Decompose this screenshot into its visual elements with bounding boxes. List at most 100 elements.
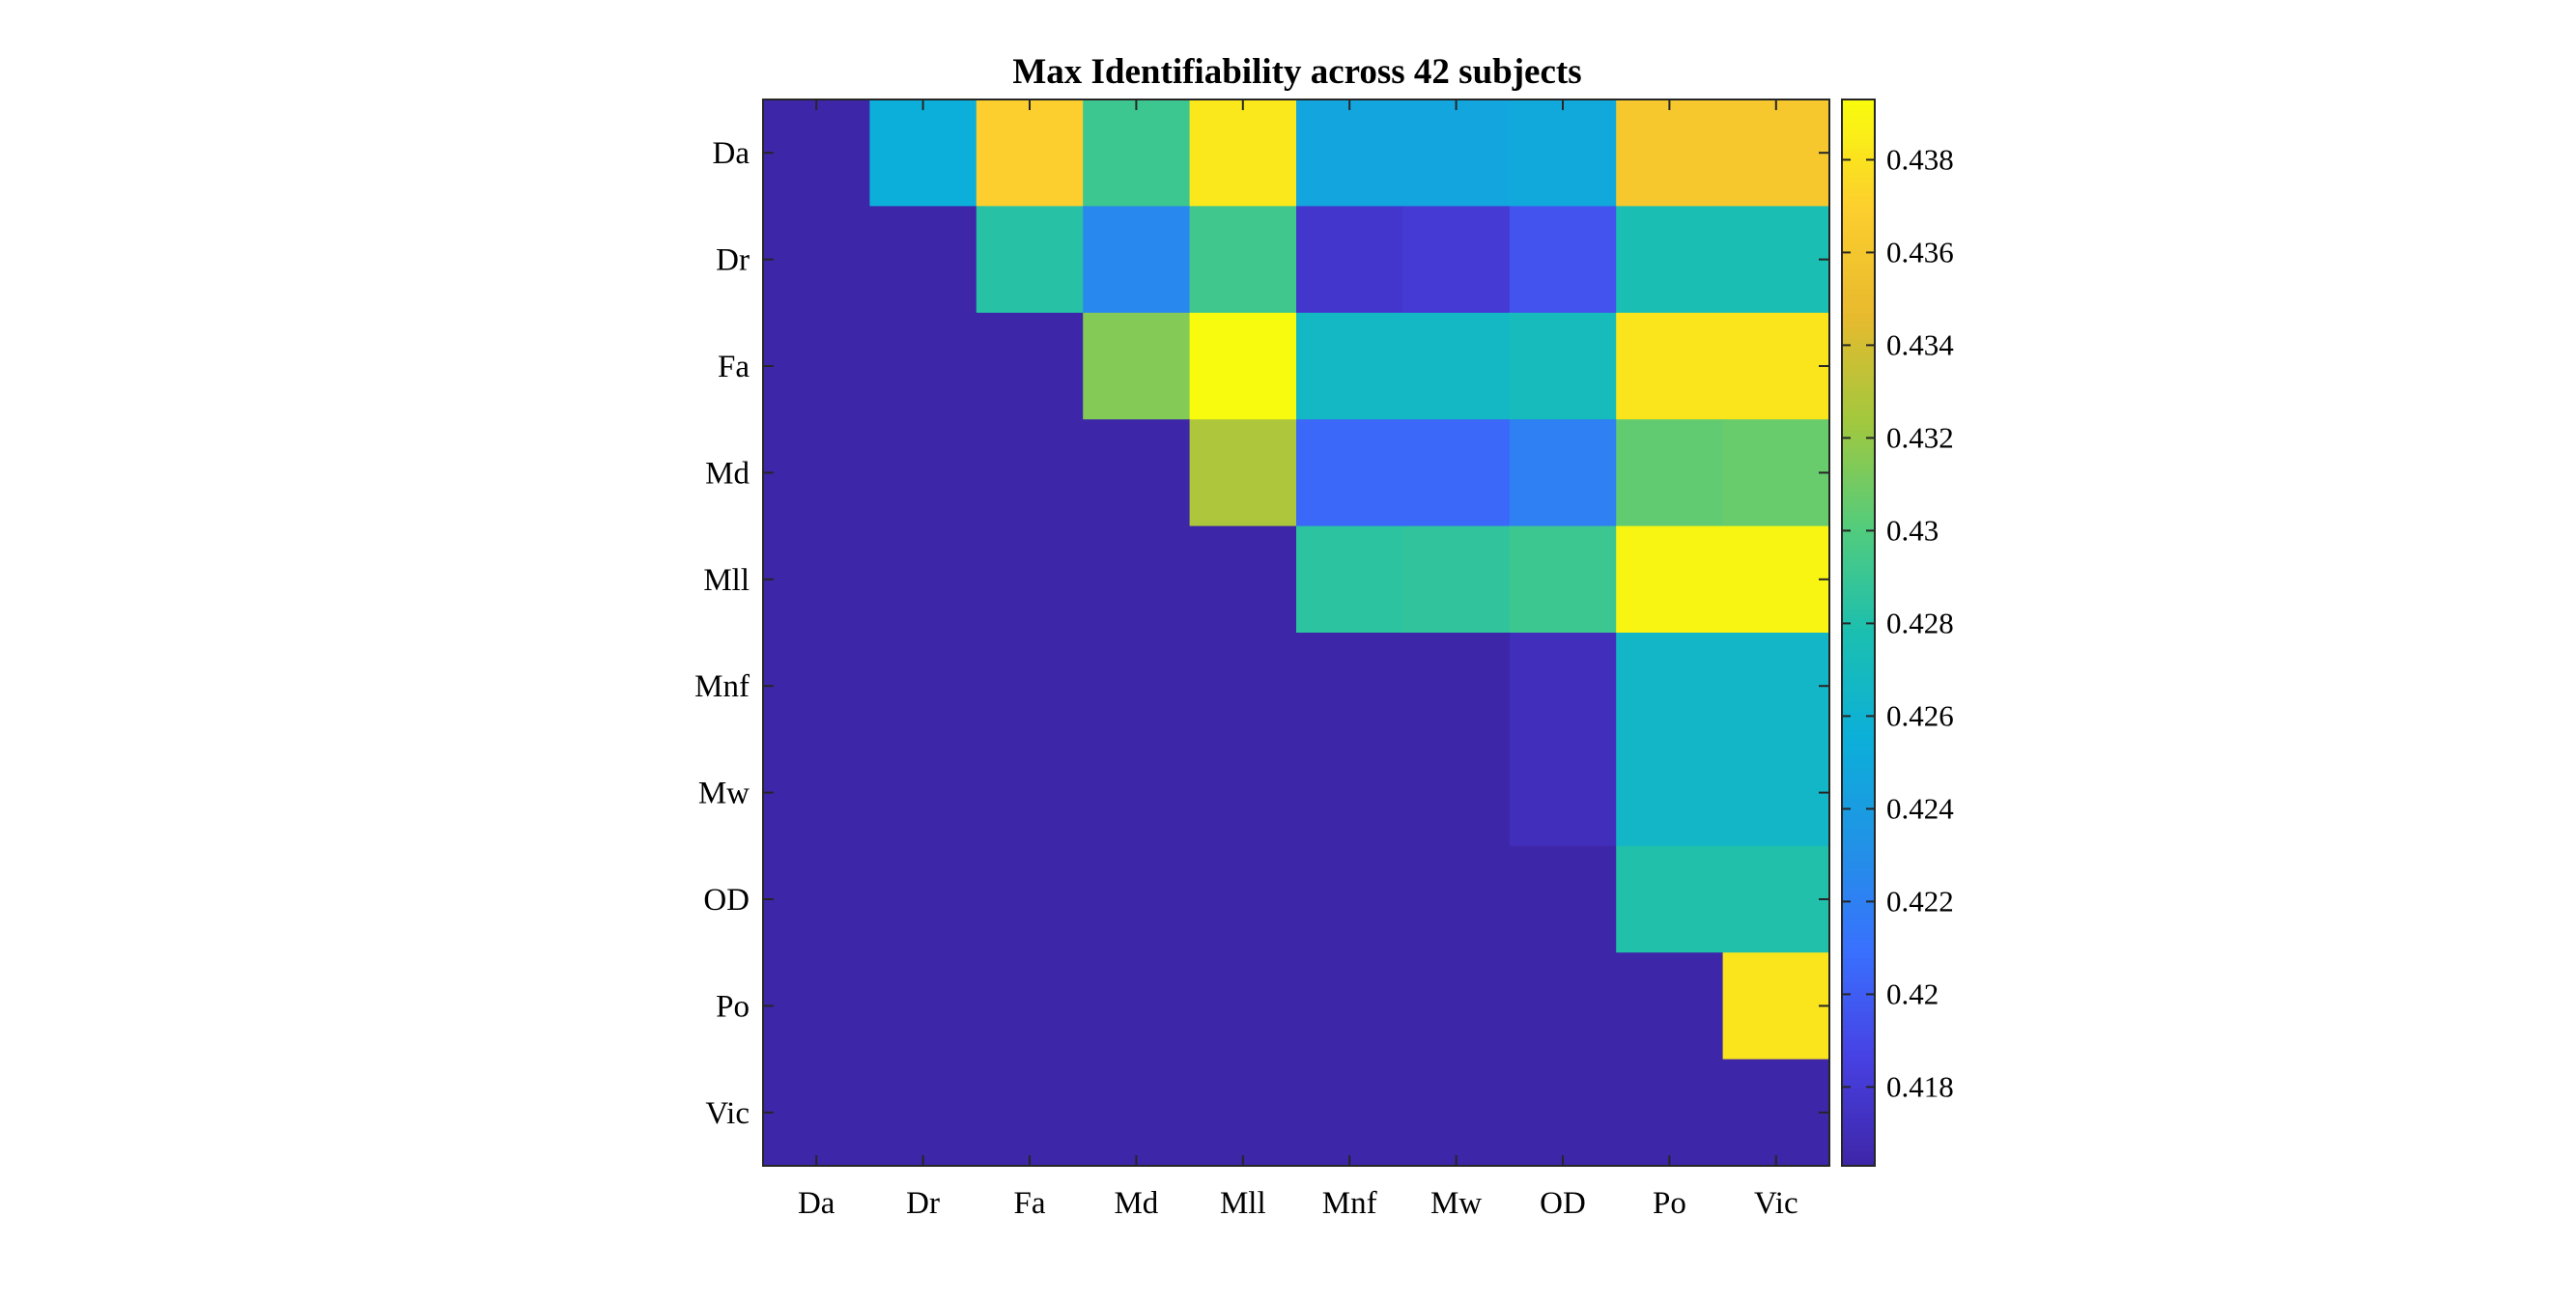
colorbar-segment [1842,1088,1875,1094]
colorbar-segment [1842,705,1875,712]
colorbar-segment [1842,1150,1875,1157]
colorbar-segment [1842,283,1875,290]
y-tick-label: Mnf [694,669,750,704]
colorbar-segment [1842,782,1875,789]
heatmap-cell [1722,312,1830,420]
colorbar-segment [1842,264,1875,270]
colorbar-segment [1842,467,1875,474]
colorbar-segment [1842,952,1875,959]
heatmap-cell [1296,206,1403,314]
heatmap-cell [1509,99,1617,207]
colorbar-segment [1842,244,1875,251]
heatmap-cell [1616,845,1724,953]
heatmap-cell [1616,525,1724,634]
x-tick-label: Md [1114,1186,1158,1221]
heatmap-cell [1083,206,1191,314]
colorbar-segment [1842,293,1875,299]
heatmap-cell [1296,739,1403,847]
colorbar-segment [1842,525,1875,532]
colorbar-segment [1842,211,1875,217]
colorbar-segment [1842,395,1875,401]
y-tick-label: Da [713,136,750,171]
x-tick-label: Mll [1220,1186,1266,1221]
colorbar-segment [1842,787,1875,794]
colorbar-segment [1842,1025,1875,1032]
colorbar-segment [1842,720,1875,726]
colorbar-segment [1842,167,1875,174]
heatmap-cell [1616,206,1724,314]
colorbar-segment [1842,535,1875,542]
colorbar-segment [1842,957,1875,964]
colorbar-segment [1842,545,1875,552]
x-tick-label: Mw [1430,1186,1482,1221]
colorbar-segment [1842,366,1875,372]
x-tick-label: OD [1540,1186,1586,1221]
heatmap-cell [976,845,1084,953]
heatmap-cell [1083,633,1191,740]
colorbar-segment [1842,487,1875,494]
heatmap-cell [1509,525,1617,634]
colorbar-segment [1842,744,1875,750]
colorbar-segment [1842,376,1875,382]
colorbar-segment [1842,443,1875,450]
heatmap-cell [1509,739,1617,847]
heatmap-cell [1083,99,1191,207]
heatmap-cell [1616,99,1724,207]
colorbar-segment [1842,647,1875,653]
heatmap-cell [1722,206,1830,314]
heatmap-cell [1402,312,1511,420]
heatmap-cell [1296,419,1403,527]
colorbar-segment [1842,608,1875,614]
heatmap-cell [869,525,977,634]
heatmap-cell [976,312,1084,420]
colorbar-segment [1842,845,1875,852]
colorbar-segment [1842,855,1875,862]
heatmap-cell [1296,845,1403,953]
heatmap-cell [1083,739,1191,847]
colorbar-segment [1842,492,1875,498]
heatmap-cell [1296,1059,1403,1167]
colorbar-segment [1842,196,1875,203]
colorbar-segment [1842,933,1875,939]
colorbar-segment [1842,627,1875,634]
colorbar-segment [1842,153,1875,159]
heatmap-cell [1722,952,1830,1061]
heatmap-cell [1402,739,1511,847]
colorbar-segment [1842,821,1875,828]
heatmap-cell [763,739,870,847]
heatmap-cell [1722,99,1830,207]
colorbar-segment [1842,835,1875,842]
colorbar-tick-label: 0.418 [1886,1069,1954,1103]
colorbar-segment [1842,734,1875,741]
colorbar-segment [1842,496,1875,503]
colorbar-segment [1842,390,1875,396]
colorbar-segment [1842,622,1875,629]
colorbar-segment [1842,336,1875,343]
colorbar-segment [1842,273,1875,280]
colorbar-segment [1842,976,1875,983]
colorbar-segment [1842,419,1875,426]
colorbar-segment [1842,559,1875,566]
x-tick-label: Mnf [1322,1186,1377,1221]
colorbar-segment [1842,695,1875,702]
colorbar-segment [1842,807,1875,813]
colorbar-segment [1842,633,1875,638]
colorbar-segment [1842,1015,1875,1022]
y-tick-label: Mll [703,563,750,598]
colorbar-segment [1842,1141,1875,1147]
colorbar-segment [1842,550,1875,556]
colorbar-segment [1842,1155,1875,1162]
colorbar-segment [1842,1073,1875,1080]
colorbar-tick-label: 0.422 [1886,884,1954,918]
colorbar-segment [1842,109,1875,115]
colorbar-segment [1842,981,1875,988]
heatmap-cell [1189,419,1297,527]
colorbar-segment [1842,1160,1875,1167]
colorbar-tick-label: 0.43 [1886,513,1939,547]
heatmap-cell [1509,419,1617,527]
colorbar-segment [1842,889,1875,895]
colorbar-segment [1842,182,1875,188]
colorbar-segment [1842,230,1875,237]
colorbar-segment [1842,662,1875,667]
colorbar-segment [1842,472,1875,479]
